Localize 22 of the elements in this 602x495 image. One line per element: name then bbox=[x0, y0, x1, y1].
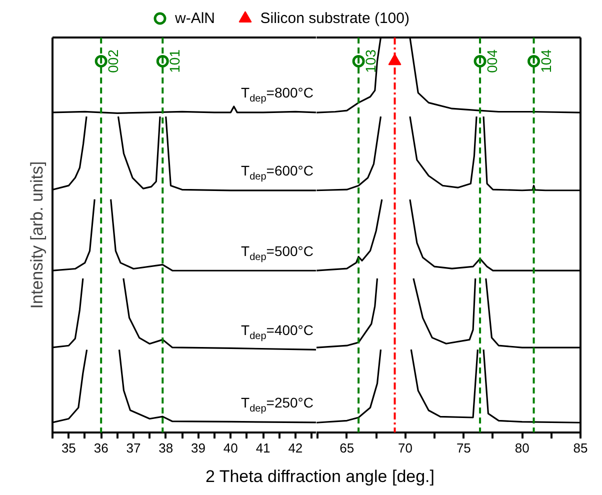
annotation: 101 bbox=[166, 49, 183, 73]
x-tick-label: 39 bbox=[191, 440, 206, 456]
x-tick-label: 41 bbox=[256, 440, 270, 456]
x-tick-label: 37 bbox=[126, 440, 141, 456]
annotation: 004 bbox=[484, 49, 500, 73]
x-axis-title: 2 Theta diffraction angle [deg.] bbox=[205, 466, 435, 488]
annotation: 104 bbox=[538, 49, 554, 73]
x-tick-label: 36 bbox=[94, 440, 108, 456]
legend-label: Silicon substrate (100) bbox=[260, 10, 410, 27]
y-axis-title: Intensity [arb. units] bbox=[28, 161, 46, 309]
x-tick-label: 75 bbox=[456, 440, 471, 456]
x-tick-label: 80 bbox=[514, 440, 530, 456]
x-tick-label: 70 bbox=[398, 440, 413, 456]
annotation: 002 bbox=[105, 49, 122, 73]
x-tick-label: 40 bbox=[223, 440, 238, 456]
x-tick-label: 38 bbox=[158, 440, 174, 456]
x-tick-label: 65 bbox=[340, 440, 354, 456]
x-tick-label: 85 bbox=[573, 440, 588, 456]
legend-label: w-AlN bbox=[174, 10, 215, 27]
x-tick-label: 35 bbox=[61, 440, 76, 456]
annotation: 103 bbox=[362, 49, 379, 73]
x-tick-label: 42 bbox=[288, 440, 303, 456]
